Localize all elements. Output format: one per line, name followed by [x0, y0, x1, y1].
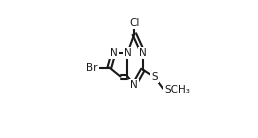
Text: SCH₃: SCH₃ — [164, 85, 190, 95]
Text: N: N — [110, 48, 117, 58]
Text: N: N — [139, 48, 147, 58]
Text: N: N — [131, 80, 138, 90]
Text: Br: Br — [86, 63, 98, 73]
Text: Cl: Cl — [129, 18, 140, 28]
Text: N: N — [124, 48, 131, 58]
Text: S: S — [151, 72, 158, 82]
